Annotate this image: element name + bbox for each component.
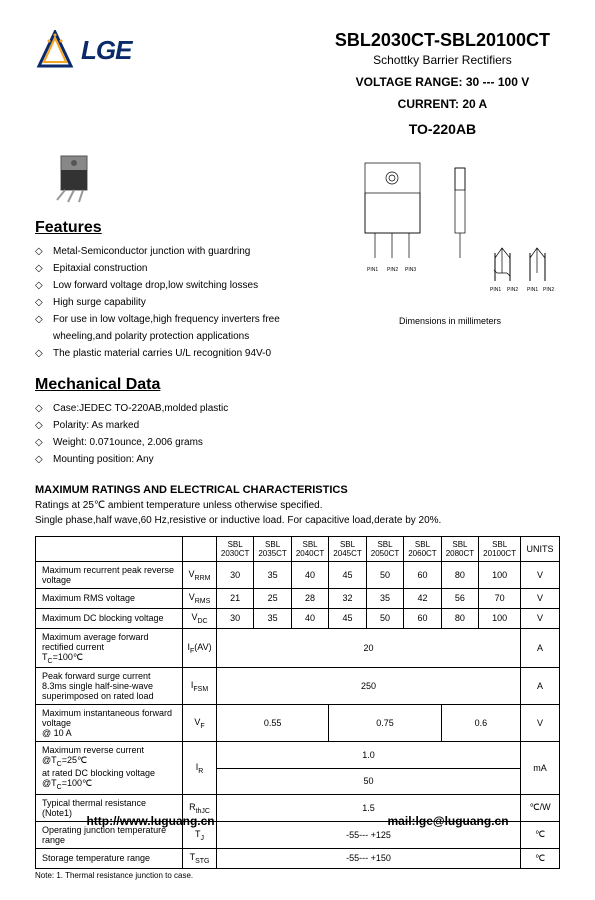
max-sub2: Single phase,half wave,60 Hz,resistive o… <box>35 515 560 526</box>
svg-text:PIN2: PIN2 <box>387 267 398 273</box>
svg-text:PIN2: PIN2 <box>507 287 518 293</box>
logo-text: LGE <box>81 35 131 66</box>
feature-item: The plastic material carries U/L recogni… <box>35 345 335 362</box>
svg-text:PIN1: PIN1 <box>490 287 501 293</box>
max-ratings-heading: MAXIMUM RATINGS AND ELECTRICAL CHARACTER… <box>35 484 560 496</box>
svg-text:PIN2: PIN2 <box>543 287 554 293</box>
mechanical-title: Mechanical Data <box>35 376 335 394</box>
feature-item: Epitaxial construction <box>35 260 335 277</box>
feature-item: High surge capability <box>35 294 335 311</box>
part-number: SBL2030CT-SBL20100CT <box>335 30 550 51</box>
features-list: Metal-Semiconductor junction with guardr… <box>35 243 335 362</box>
mechanical-list: Case:JEDEC TO-220AB,molded plasticPolari… <box>35 400 335 468</box>
package-type: TO-220AB <box>335 121 550 137</box>
feature-item: For use in low voltage,high frequency in… <box>35 311 335 345</box>
voltage-range: VOLTAGE RANGE: 30 --- 100 V <box>335 75 550 89</box>
footer-url: http://www.luguang.cn <box>86 814 214 828</box>
current-rating: CURRENT: 20 A <box>335 97 550 111</box>
mech-item: Polarity: As marked <box>35 417 335 434</box>
component-image <box>35 145 105 205</box>
feature-item: Low forward voltage drop,low switching l… <box>35 277 335 294</box>
table-note: Note: 1. Thermal resistance junction to … <box>35 871 560 880</box>
svg-text:PIN1: PIN1 <box>527 287 538 293</box>
feature-item: Metal-Semiconductor junction with guardr… <box>35 243 335 260</box>
package-drawing: PIN1 PIN2 PIN3 PIN1 PIN2 PIN1 PIN2 <box>340 150 560 310</box>
mech-item: Mounting position: Any <box>35 451 335 468</box>
logo-icon <box>35 30 75 70</box>
footer-mail: mail:lge@luguang.cn <box>388 814 509 828</box>
svg-text:PIN3: PIN3 <box>405 267 416 273</box>
package-caption: Dimensions in millimeters <box>340 316 560 326</box>
subtitle: Schottky Barrier Rectifiers <box>335 53 550 67</box>
max-sub1: Ratings at 25℃ ambient temperature unles… <box>35 500 560 511</box>
mech-item: Case:JEDEC TO-220AB,molded plastic <box>35 400 335 417</box>
svg-text:PIN1: PIN1 <box>367 267 378 273</box>
logo-block: LGE <box>35 30 131 70</box>
mech-item: Weight: 0.071ounce, 2.006 grams <box>35 434 335 451</box>
features-title: Features <box>35 219 335 237</box>
